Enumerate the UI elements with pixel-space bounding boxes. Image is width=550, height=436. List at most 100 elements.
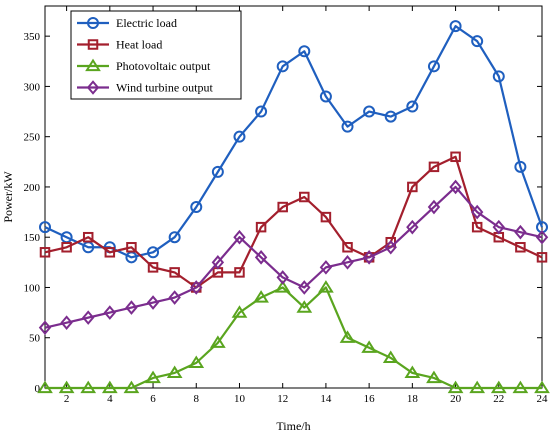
data-point bbox=[426, 370, 442, 384]
x-tick-label: 18 bbox=[407, 393, 419, 405]
y-tick-label: 350 bbox=[24, 31, 41, 43]
data-point bbox=[536, 252, 548, 263]
data-point bbox=[299, 191, 310, 203]
data-point bbox=[147, 262, 159, 273]
x-tick-label: 10 bbox=[234, 393, 246, 405]
series-line bbox=[44, 155, 543, 289]
data-point bbox=[190, 201, 203, 214]
legend-entry: Photovoltaic output bbox=[77, 58, 211, 73]
y-axis-title: Power/kW bbox=[1, 171, 15, 223]
data-point bbox=[101, 380, 118, 394]
data-point bbox=[168, 290, 181, 305]
data-point bbox=[233, 229, 246, 245]
data-point bbox=[211, 255, 225, 270]
data-point bbox=[255, 221, 267, 233]
x-tick-label: 24 bbox=[537, 393, 549, 405]
data-point bbox=[406, 219, 419, 235]
data-point bbox=[298, 45, 311, 58]
data-point bbox=[449, 179, 462, 195]
data-point bbox=[341, 120, 354, 133]
data-point bbox=[125, 300, 138, 315]
data-point bbox=[166, 365, 183, 379]
x-tick-label: 12 bbox=[277, 393, 288, 405]
data-point bbox=[447, 380, 464, 394]
data-point bbox=[190, 280, 203, 295]
legend: Electric load Heat load Photovoltaic outpu… bbox=[70, 10, 242, 100]
data-point bbox=[276, 60, 289, 73]
data-point bbox=[234, 267, 245, 278]
y-tick-label: 200 bbox=[24, 182, 41, 194]
data-point bbox=[428, 161, 440, 173]
data-point bbox=[361, 340, 377, 353]
y-tick-label: 150 bbox=[24, 232, 41, 244]
data-point bbox=[319, 260, 333, 275]
data-point bbox=[145, 370, 161, 384]
data-point bbox=[169, 267, 180, 278]
data-point bbox=[211, 165, 224, 178]
data-point bbox=[147, 246, 160, 259]
legend-entry: Electric load bbox=[77, 16, 177, 30]
data-point bbox=[319, 90, 332, 103]
data-point bbox=[126, 242, 137, 253]
legend-label: Photovoltaic output bbox=[116, 59, 211, 73]
data-point bbox=[39, 247, 51, 258]
series-line bbox=[45, 286, 542, 390]
data-point bbox=[320, 211, 332, 223]
y-axis: 0 50 100 150 200 250 300 350 bbox=[24, 31, 542, 395]
plot-border bbox=[44, 5, 543, 389]
data-point bbox=[37, 380, 53, 394]
x-tick-label: 20 bbox=[450, 393, 462, 405]
data-point bbox=[60, 315, 73, 330]
series-electric-load bbox=[39, 20, 548, 264]
x-tick-label: 14 bbox=[320, 393, 332, 405]
y-tick-label: 0 bbox=[35, 383, 41, 395]
data-point bbox=[535, 229, 549, 245]
data-point bbox=[469, 380, 486, 394]
data-point bbox=[254, 250, 268, 265]
data-point bbox=[80, 380, 97, 394]
legend-marker bbox=[87, 39, 99, 50]
data-point bbox=[253, 290, 269, 303]
x-tick-label: 8 bbox=[194, 393, 200, 405]
legend-label: Heat load bbox=[116, 38, 162, 52]
data-point bbox=[384, 239, 397, 255]
data-point bbox=[210, 335, 226, 348]
x-axis: 2 4 6 8 10 12 14 16 18 20 22 24 bbox=[64, 6, 548, 405]
data-point bbox=[471, 35, 484, 48]
data-point bbox=[382, 350, 399, 363]
y-tick-label: 50 bbox=[29, 333, 41, 345]
x-tick-label: 22 bbox=[493, 393, 504, 405]
data-point bbox=[490, 380, 507, 394]
data-point bbox=[384, 110, 397, 123]
data-point bbox=[58, 380, 75, 394]
data-point bbox=[298, 280, 311, 295]
data-point bbox=[514, 160, 527, 173]
data-point bbox=[470, 204, 484, 220]
data-point bbox=[274, 280, 291, 293]
legend-marker bbox=[87, 17, 99, 29]
data-point bbox=[255, 105, 268, 118]
y-tick-label: 250 bbox=[24, 132, 41, 144]
legend-marker bbox=[85, 58, 101, 72]
data-point bbox=[427, 199, 441, 215]
data-point bbox=[318, 280, 334, 293]
data-point bbox=[104, 247, 116, 258]
data-point bbox=[363, 105, 376, 118]
data-point bbox=[61, 242, 72, 253]
data-point bbox=[82, 231, 94, 243]
x-axis-title: Time/h bbox=[276, 419, 310, 433]
x-tick-label: 16 bbox=[364, 393, 376, 405]
data-point bbox=[362, 250, 376, 265]
data-point bbox=[406, 100, 419, 113]
series-wind-turbine-output bbox=[38, 179, 549, 335]
x-tick-label: 4 bbox=[107, 393, 113, 405]
legend-entry: Wind turbine output bbox=[77, 80, 214, 95]
data-point bbox=[534, 380, 550, 394]
data-point bbox=[39, 221, 51, 234]
data-point bbox=[339, 330, 356, 343]
data-point bbox=[341, 255, 354, 270]
data-point bbox=[103, 305, 117, 320]
legend-entry: Heat load bbox=[77, 38, 162, 52]
